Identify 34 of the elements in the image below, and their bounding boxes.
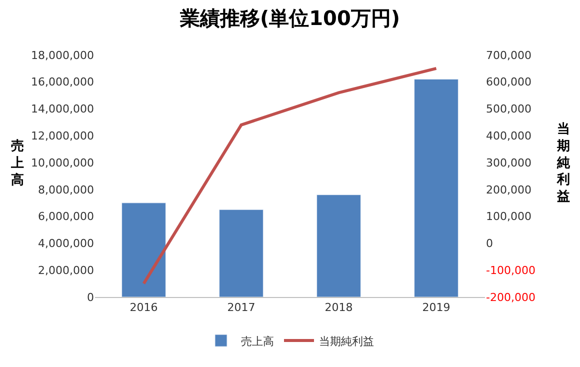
bar: [414, 78, 458, 297]
y-tick-label: 4,000,000: [38, 237, 94, 250]
x-tick-label: 2017: [227, 301, 256, 314]
y-tick-label: 16,000,000: [31, 76, 94, 89]
y2-tick-label: -200,000: [486, 290, 536, 304]
y-tick-label: 6,000,000: [38, 210, 94, 224]
y-axis-title: 売上高: [10, 139, 24, 188]
bar: [122, 202, 166, 297]
y-tick-label: 14,000,000: [31, 102, 94, 116]
y2-tick-label: 100,000: [486, 210, 532, 224]
y2-tick-label: 300,000: [486, 156, 532, 170]
y2-tick-label: 0: [486, 237, 493, 250]
line-series: [142, 66, 438, 286]
y-tick-label: 8,000,000: [38, 183, 94, 196]
y2-tick-label: 500,000: [486, 102, 532, 116]
y2-tick-label: -100,000: [486, 264, 536, 277]
y-tick-label: 12,000,000: [31, 130, 94, 143]
y-tick-label: 10,000,000: [31, 156, 94, 170]
y2-tick-label: 200,000: [486, 183, 532, 196]
x-tick-label: 2016: [130, 301, 158, 314]
x-tick-label: 2018: [324, 301, 353, 314]
bar: [219, 209, 264, 297]
y-tick-label: 2,000,000: [38, 264, 94, 277]
y2-tick-label: 400,000: [486, 130, 532, 143]
legend-label: 当期純利益: [319, 334, 374, 348]
y2-tick-label: 700,000: [486, 48, 532, 62]
y2-tick-label: 600,000: [486, 76, 532, 89]
legend-label: 売上高: [241, 334, 274, 348]
y-tick-label: 18,000,000: [31, 48, 94, 62]
bar: [316, 194, 361, 297]
y2-axis-title: 当期純利益: [556, 122, 571, 205]
y-tick-label: 0: [87, 290, 94, 304]
chart-title: 業績推移(単位100万円): [178, 6, 400, 30]
x-tick-label: 2019: [422, 301, 450, 314]
